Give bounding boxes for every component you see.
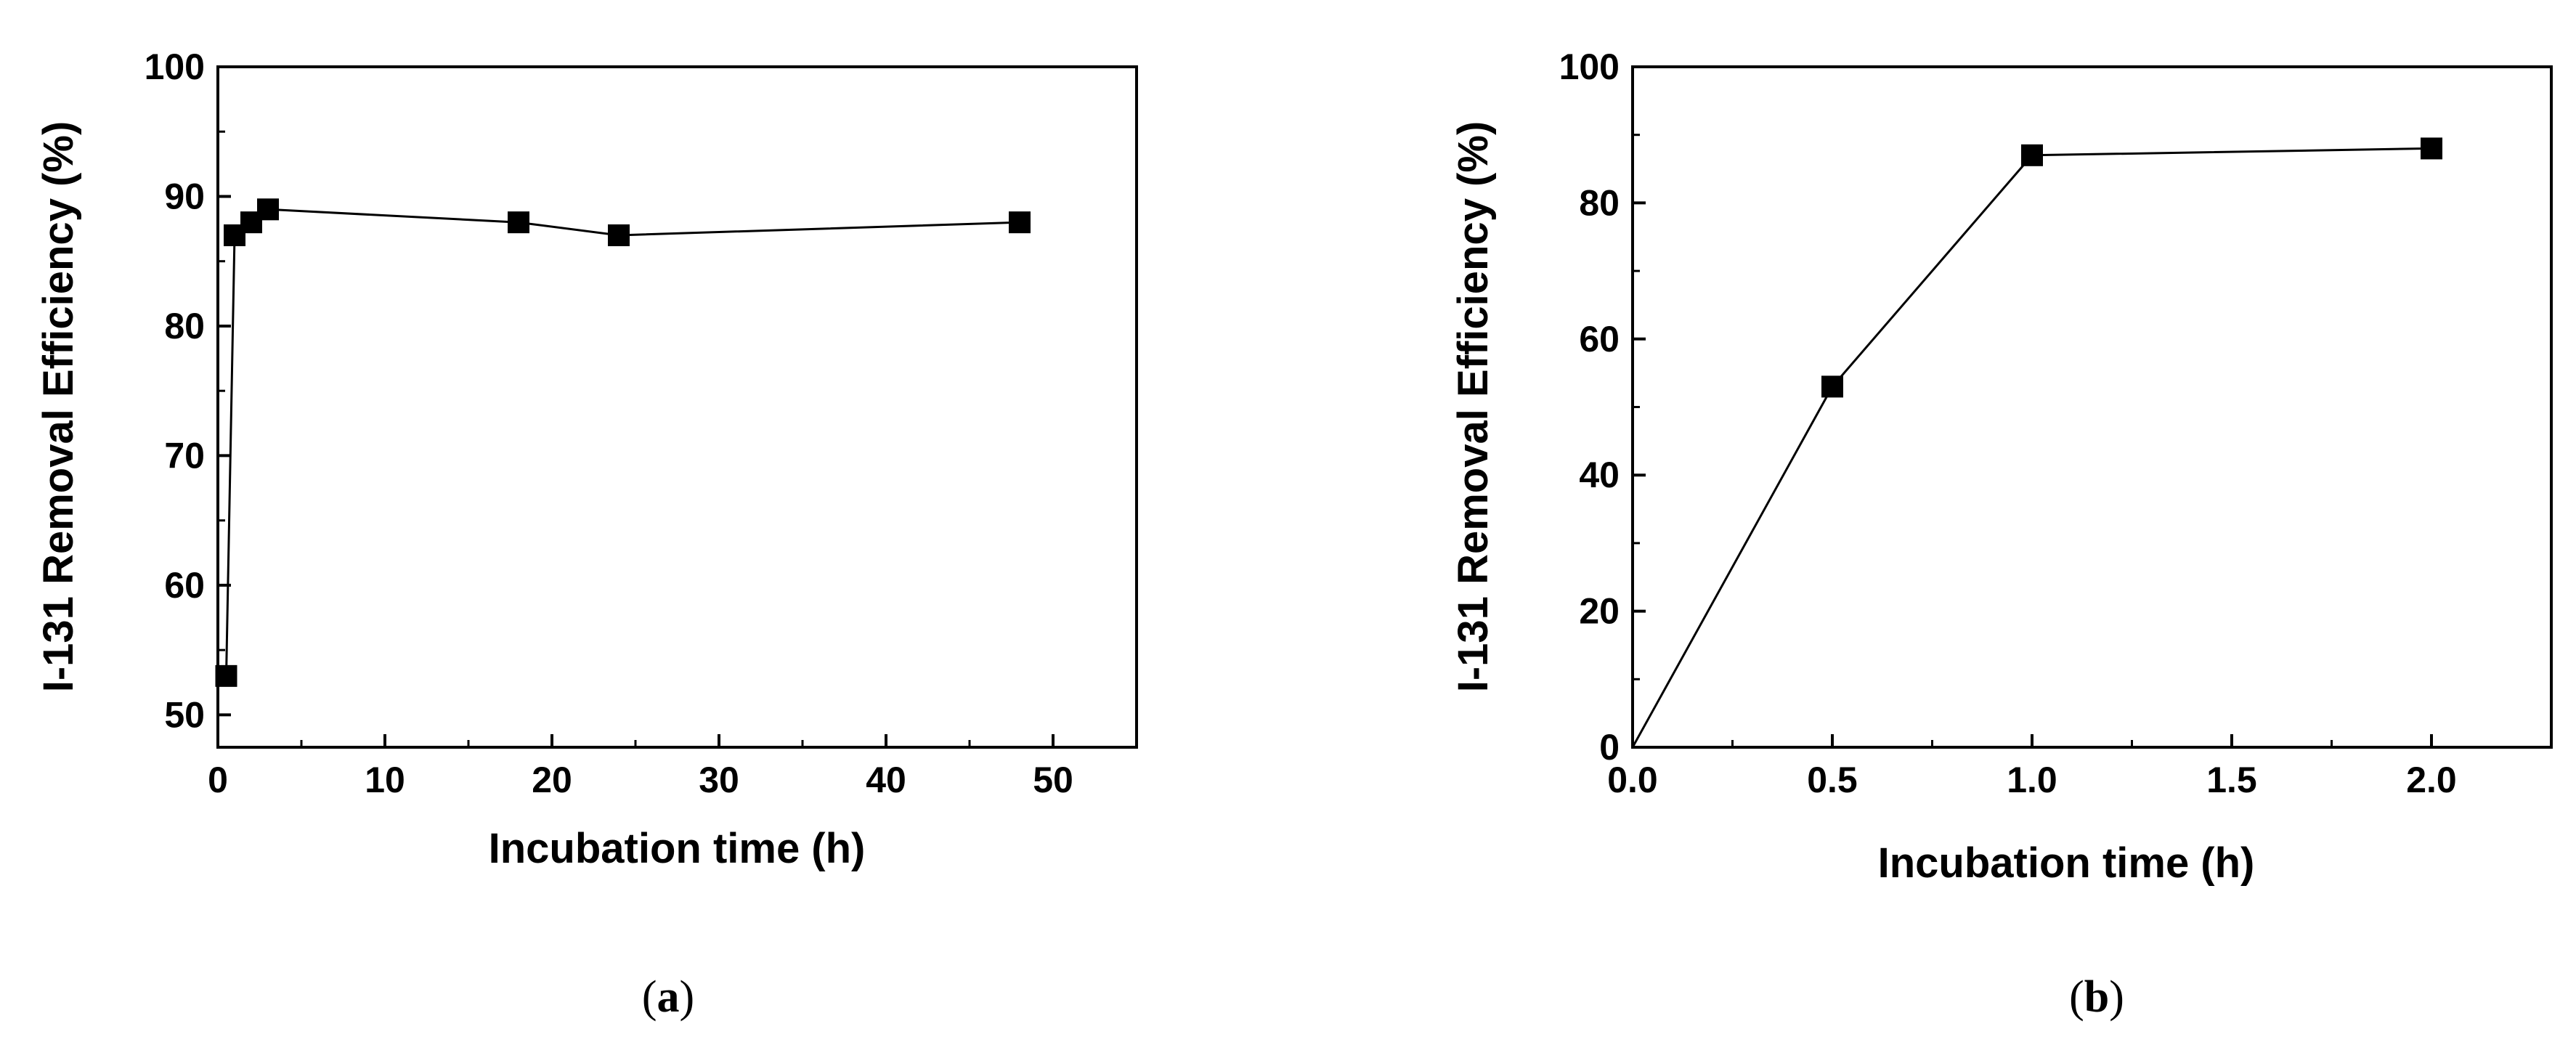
- series-line-a: [225, 208, 1020, 676]
- y-axis-label-b: I-131 Removal Efficiency (%): [1450, 121, 1497, 693]
- x-tick-label-b: 2.0: [2406, 760, 2457, 800]
- x-tick-label-b: 1.5: [2206, 760, 2257, 800]
- ticks-a: 0 10 20 30 40 50 50 60 70 80 90 100: [145, 46, 1073, 800]
- y-tick-label-b: 100: [1559, 46, 1620, 87]
- y-tick-label-b: 40: [1579, 455, 1620, 495]
- plot-frame-a: [216, 65, 1138, 749]
- data-point-a: [608, 224, 630, 247]
- x-axis-label-a: Incubation time (h): [489, 825, 866, 872]
- markers-b: [1821, 137, 2442, 398]
- data-point-b: [2421, 137, 2442, 160]
- data-point-a: [1009, 211, 1031, 234]
- y-tick-label-a: 90: [164, 176, 205, 216]
- x-tick-label-a: 10: [365, 760, 405, 800]
- y-tick-label-a: 50: [164, 694, 205, 735]
- x-tick-label-a: 20: [532, 760, 572, 800]
- y-tick-label-b: 20: [1579, 591, 1620, 632]
- data-point-a: [215, 664, 237, 687]
- x-tick-label-a: 40: [866, 760, 906, 800]
- series-line-b: [1631, 147, 2432, 748]
- panel-label-b: (b): [2069, 972, 2124, 1022]
- chart-panel-b: 0.0 0.5 1.0 1.5 2.0 0 20 40 60 80 100 Incubation t…: [1450, 46, 2553, 1022]
- data-point-a: [257, 198, 279, 221]
- y-tick-label-a: 100: [145, 46, 205, 87]
- x-tick-label-b: 0.0: [1607, 760, 1658, 800]
- plot-frame-b: [1631, 65, 2553, 749]
- x-axis-label-b: Incubation time (h): [1878, 839, 2255, 887]
- y-tick-label-b: 0: [1599, 727, 1620, 768]
- x-tick-label-a: 0: [208, 760, 228, 800]
- data-point-b: [1821, 375, 1843, 398]
- y-tick-label-b: 80: [1579, 182, 1620, 223]
- data-point-b: [2021, 144, 2043, 166]
- markers-a: [215, 198, 1031, 687]
- y-tick-label-a: 60: [164, 565, 205, 606]
- x-tick-label-b: 0.5: [1807, 760, 1858, 800]
- data-point-a: [508, 211, 529, 234]
- x-tick-label-a: 50: [1033, 760, 1073, 800]
- y-tick-label-a: 80: [164, 306, 205, 346]
- y-tick-label-a: 70: [164, 435, 205, 476]
- x-tick-label-a: 30: [699, 760, 739, 800]
- panel-label-a: (a): [642, 972, 694, 1022]
- x-tick-label-b: 1.0: [2007, 760, 2057, 800]
- ticks-b: 0.0 0.5 1.0 1.5 2.0 0 20 40 60 80 100: [1559, 46, 2457, 800]
- y-tick-label-b: 60: [1579, 319, 1620, 359]
- y-axis-label-a: I-131 Removal Efficiency (%): [35, 121, 82, 693]
- chart-panel-a: 0 10 20 30 40 50 50 60 70 80 90 100 Incubation time…: [35, 46, 1138, 1022]
